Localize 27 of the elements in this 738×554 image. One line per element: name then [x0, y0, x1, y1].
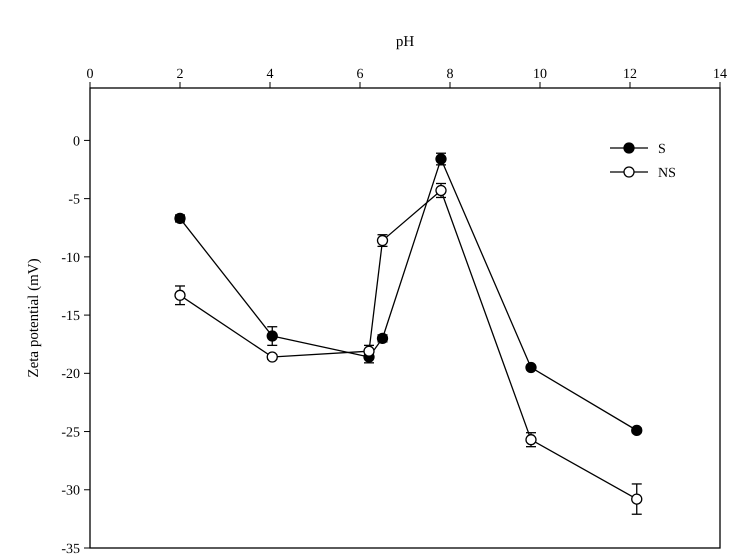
point [266, 351, 278, 363]
point [631, 424, 642, 436]
y-tick-label: -30 [61, 484, 80, 499]
point [631, 493, 642, 505]
y-tick-label: -5 [68, 192, 80, 208]
y-axis-title: Zeta potential (mV) [26, 258, 42, 378]
y-tick-label: -20 [61, 367, 80, 382]
y-tick-label: -35 [61, 542, 80, 554]
x-tick-label: 12 [623, 67, 637, 82]
x-tick-label: 6 [356, 67, 364, 82]
legend-label: S [658, 142, 666, 157]
y-tick-label: -15 [61, 308, 80, 324]
x-tick-label: 4 [266, 67, 274, 82]
point [266, 330, 278, 342]
x-tick-label: 2 [176, 67, 184, 82]
x-tick-label: 14 [713, 67, 727, 82]
point [363, 346, 375, 357]
y-tick-label: -10 [61, 250, 80, 266]
y-tick-label: 0 [73, 134, 80, 150]
x-axis-title: pH [396, 34, 414, 50]
legend-label: NS [658, 166, 676, 181]
x-tick-label: 8 [446, 67, 454, 82]
point [174, 290, 186, 301]
x-tick-label: 10 [533, 67, 547, 82]
point [525, 362, 537, 374]
y-tick-label: -25 [61, 425, 80, 440]
x-tick-label: 0 [86, 67, 94, 82]
